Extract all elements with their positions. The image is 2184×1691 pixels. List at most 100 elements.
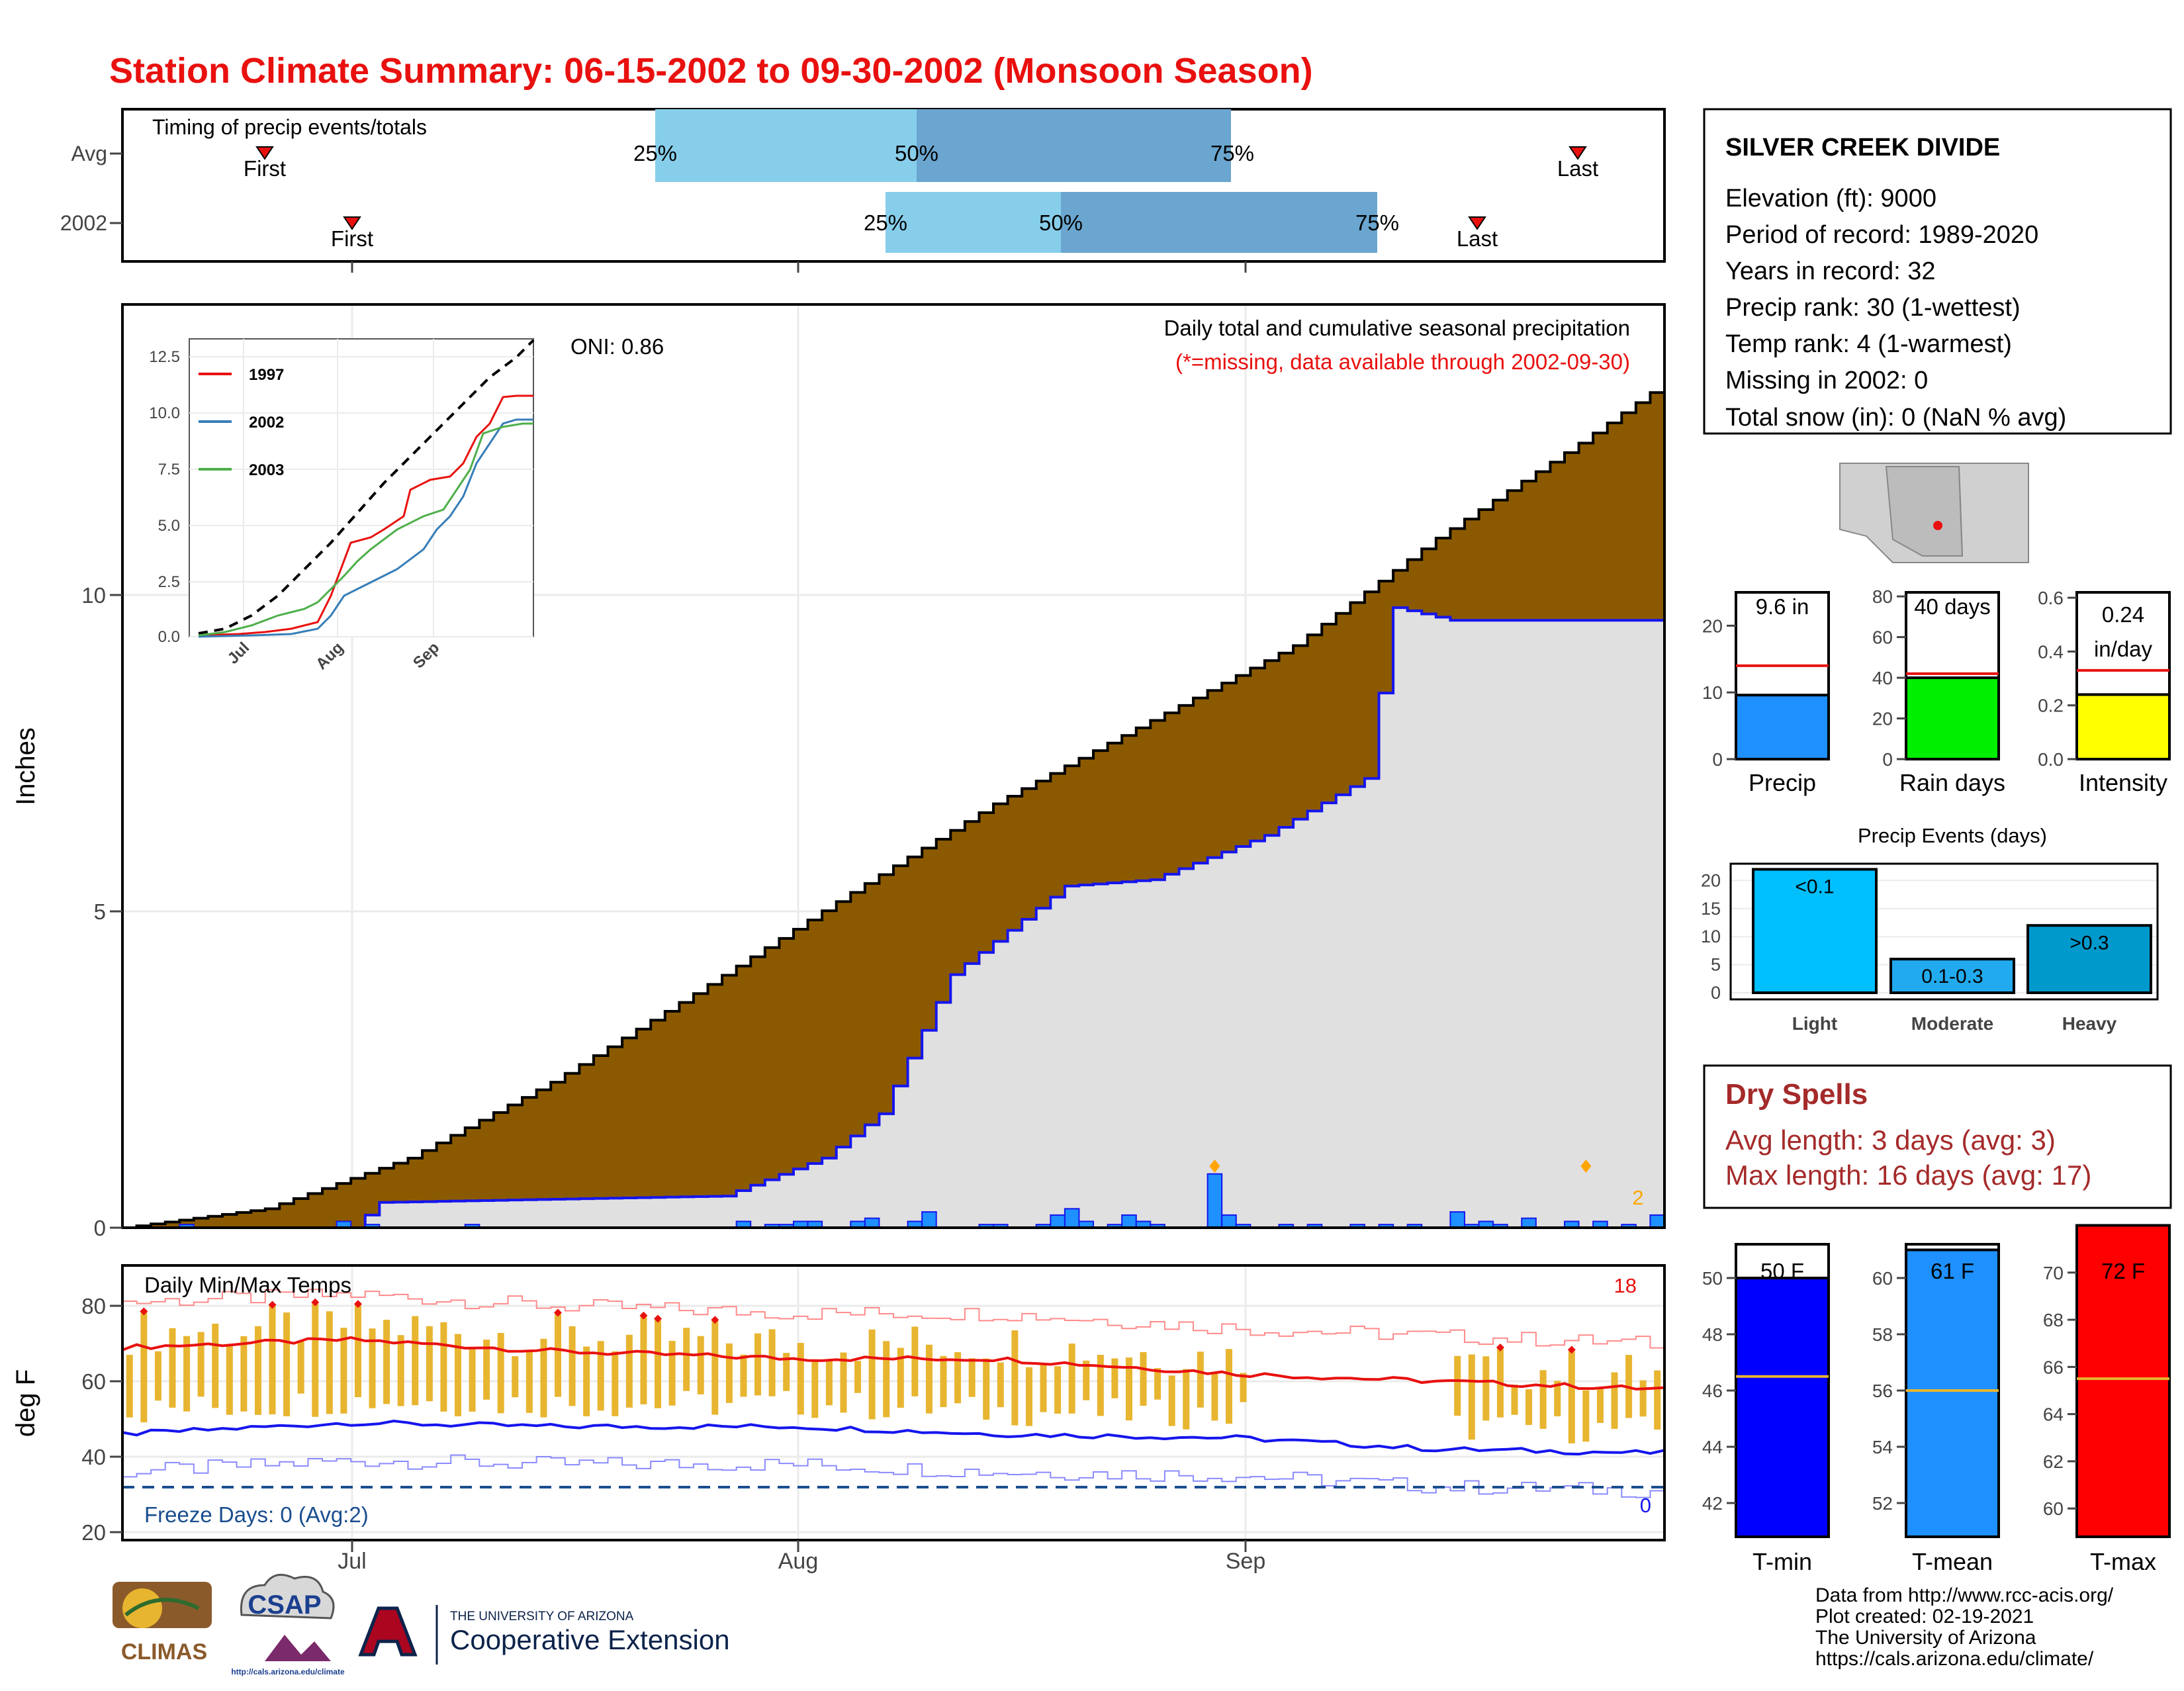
- precip-panel-title: Daily total and cumulative seasonal prec…: [1164, 316, 1630, 340]
- events-ytick: 10: [1701, 927, 1721, 946]
- daily-temp-bar: [426, 1326, 433, 1402]
- daily-precip-bar: [1064, 1208, 1080, 1228]
- daily-temp-bar: [1554, 1381, 1561, 1416]
- rain-days-bar: [1905, 676, 2000, 760]
- rain-days-ytick: 0: [1882, 749, 1893, 770]
- daily-temp-bar: [354, 1305, 361, 1398]
- daily-temp-bar: [497, 1333, 504, 1414]
- record-high-line: [122, 1289, 1664, 1349]
- station-period: Period of record: 1989-2020: [1725, 221, 2038, 249]
- daily-temp-bar: [797, 1343, 804, 1415]
- daily-temp-bar: [725, 1343, 733, 1403]
- tmin-ytick: 50: [1702, 1268, 1723, 1289]
- daily-temp-bar: [1011, 1330, 1019, 1426]
- daily-temp-bar: [140, 1312, 148, 1423]
- daily-temp-bar: [240, 1336, 248, 1412]
- page-title: Station Climate Summary: 06-15-2002 to 0…: [109, 51, 1313, 91]
- daily-temp-bar: [1097, 1355, 1104, 1416]
- inset-ytick-5: 12.5: [149, 348, 180, 366]
- tmin-value-text: 50 F: [1760, 1259, 1804, 1283]
- locator-map: [1839, 463, 2029, 563]
- daily-temp-bar: [1040, 1365, 1047, 1412]
- temp-ylabel: deg F: [11, 1369, 40, 1437]
- daily-temp-bar: [525, 1349, 533, 1413]
- daily-temp-bar: [340, 1328, 347, 1414]
- events-bar-heavy: [2026, 924, 2152, 994]
- freeze-days-count: 0: [1640, 1494, 1651, 1517]
- daily-temp-bar: [1125, 1357, 1132, 1421]
- avg-last-label: Last: [1557, 156, 1598, 181]
- daily-temp-bar: [983, 1358, 990, 1420]
- record-high-marker: [654, 1314, 662, 1323]
- daily-temp-bar: [911, 1326, 919, 1396]
- daily-temp-bar: [269, 1306, 276, 1414]
- tmax-ytick: 62: [2043, 1451, 2064, 1472]
- daily-temp-bar: [1168, 1375, 1175, 1426]
- y2002-p25-label: 25%: [864, 210, 907, 235]
- daily-temp-bar: [512, 1356, 519, 1398]
- daily-temp-bar: [212, 1324, 219, 1408]
- events-xlabel-moderate: Moderate: [1911, 1013, 1993, 1034]
- y2002-last-label: Last: [1457, 226, 1498, 251]
- oni-label: ONI: 0.86: [570, 334, 664, 359]
- tmax-bar: [2075, 1224, 2171, 1539]
- precip-events-chart: Precip Events (days) 0 5 10 15 20 <0.1 0.1-0.3…: [1701, 824, 2159, 1034]
- daily-temp-bar: [711, 1321, 719, 1415]
- tmean-ytick: 56: [1872, 1381, 1893, 1401]
- daily-temp-bar: [697, 1336, 704, 1394]
- tmax-ytick: 64: [2043, 1404, 2064, 1425]
- daily-temp-bar: [283, 1312, 291, 1416]
- tmax-ytick: 66: [2043, 1357, 2064, 1377]
- inset-legend-1997: 1997: [249, 366, 284, 384]
- freeze-days-label: Freeze Days: 0 (Avg:2): [144, 1502, 369, 1527]
- tmax-bar-label: T-max: [2090, 1548, 2156, 1575]
- ua-logo-big: Cooperative Extension: [450, 1624, 730, 1655]
- avg-low-line: [122, 1420, 1665, 1456]
- avg-25-50-bar: [655, 109, 917, 182]
- daily-temp-bar: [940, 1355, 947, 1408]
- csap-logo: CSAP http://cals.arizona.edu/climate: [231, 1573, 345, 1676]
- daily-temp-bar: [1654, 1370, 1661, 1430]
- daily-temp-bar: [226, 1344, 233, 1415]
- intensity-value-unit: in/day: [2094, 637, 2153, 661]
- daily-temp-bar: [840, 1352, 847, 1413]
- xtick-jul: Jul: [338, 1549, 366, 1574]
- daily-temp-bar: [1183, 1369, 1190, 1430]
- daily-temp-bar: [997, 1362, 1004, 1408]
- temp-ytick-20: 20: [81, 1520, 106, 1545]
- record-high-marker: [1496, 1343, 1504, 1351]
- missing-count-label: 2: [1632, 1186, 1643, 1209]
- daily-temp-bar: [254, 1326, 261, 1415]
- avg-first-marker-icon: [255, 146, 274, 160]
- rain-days-ytick: 60: [1872, 627, 1893, 648]
- daily-temp-bar: [154, 1351, 161, 1401]
- daily-temp-bar: [968, 1358, 976, 1397]
- precip-ytick-10: 10: [81, 583, 106, 608]
- daily-temp-bar: [1140, 1351, 1147, 1406]
- tmin-ytick: 46: [1702, 1381, 1723, 1401]
- inset-1997-line: [198, 394, 533, 637]
- daily-temp-bar: [440, 1322, 447, 1412]
- events-ytick: 5: [1711, 955, 1721, 975]
- climas-logo: CLIMAS: [113, 1582, 212, 1665]
- temp-ytick-60: 60: [81, 1369, 106, 1394]
- daily-temp-bar: [868, 1329, 876, 1420]
- station-years: Years in record: 32: [1725, 257, 1936, 285]
- daily-precip-bar: [864, 1217, 880, 1229]
- temp-ytick-40: 40: [81, 1445, 106, 1469]
- daily-precip-bar: [921, 1211, 937, 1228]
- xtick-aug: Aug: [778, 1549, 819, 1574]
- daily-temp-bar: [612, 1351, 619, 1416]
- events-ytick: 20: [1701, 870, 1721, 890]
- station-temp-rank: Temp rank: 4 (1-warmest): [1725, 330, 2012, 358]
- credits: Data from http://www.rcc-acis.org/ Plot …: [1815, 1584, 2114, 1670]
- dry-spells-title: Dry Spells: [1725, 1078, 1868, 1111]
- daily-temp-bar: [169, 1328, 176, 1408]
- temp-summary-bars: T-min T-mean T-max 50 F 42 44 46 48 50 61 F 52 5…: [1702, 1224, 2171, 1575]
- daily-temp-bar: [854, 1361, 862, 1393]
- inset-ytick-4: 10.0: [149, 404, 180, 422]
- daily-temp-bar: [1225, 1349, 1232, 1424]
- daily-temp-bar: [1582, 1390, 1590, 1442]
- daily-temp-bar: [740, 1354, 747, 1397]
